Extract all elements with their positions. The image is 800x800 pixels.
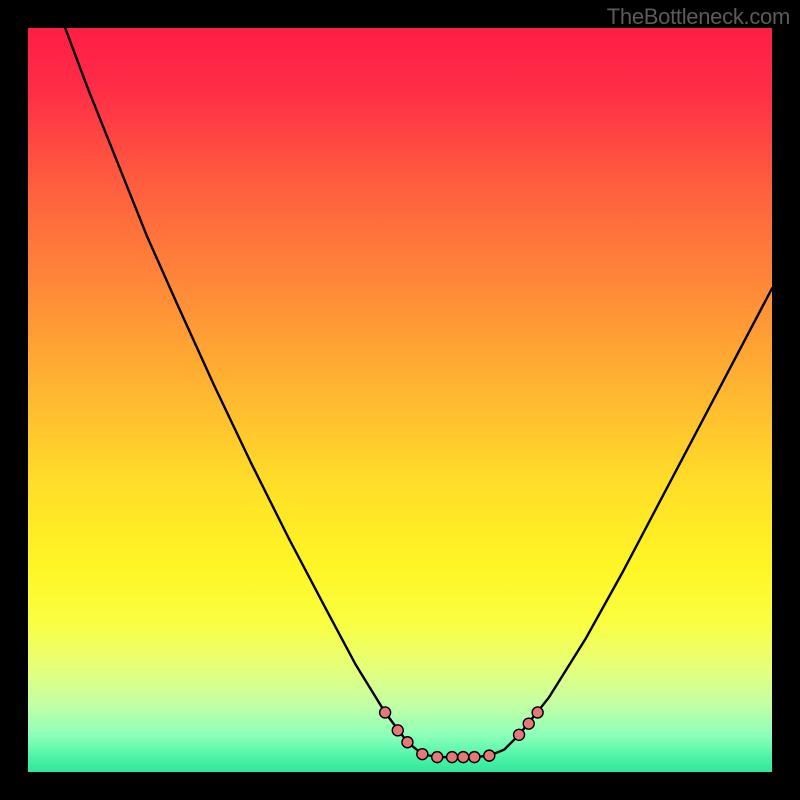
- chart-container: TheBottleneck.com: [0, 0, 800, 800]
- gradient-background: [28, 28, 772, 772]
- watermark-text: TheBottleneck.com: [607, 4, 790, 30]
